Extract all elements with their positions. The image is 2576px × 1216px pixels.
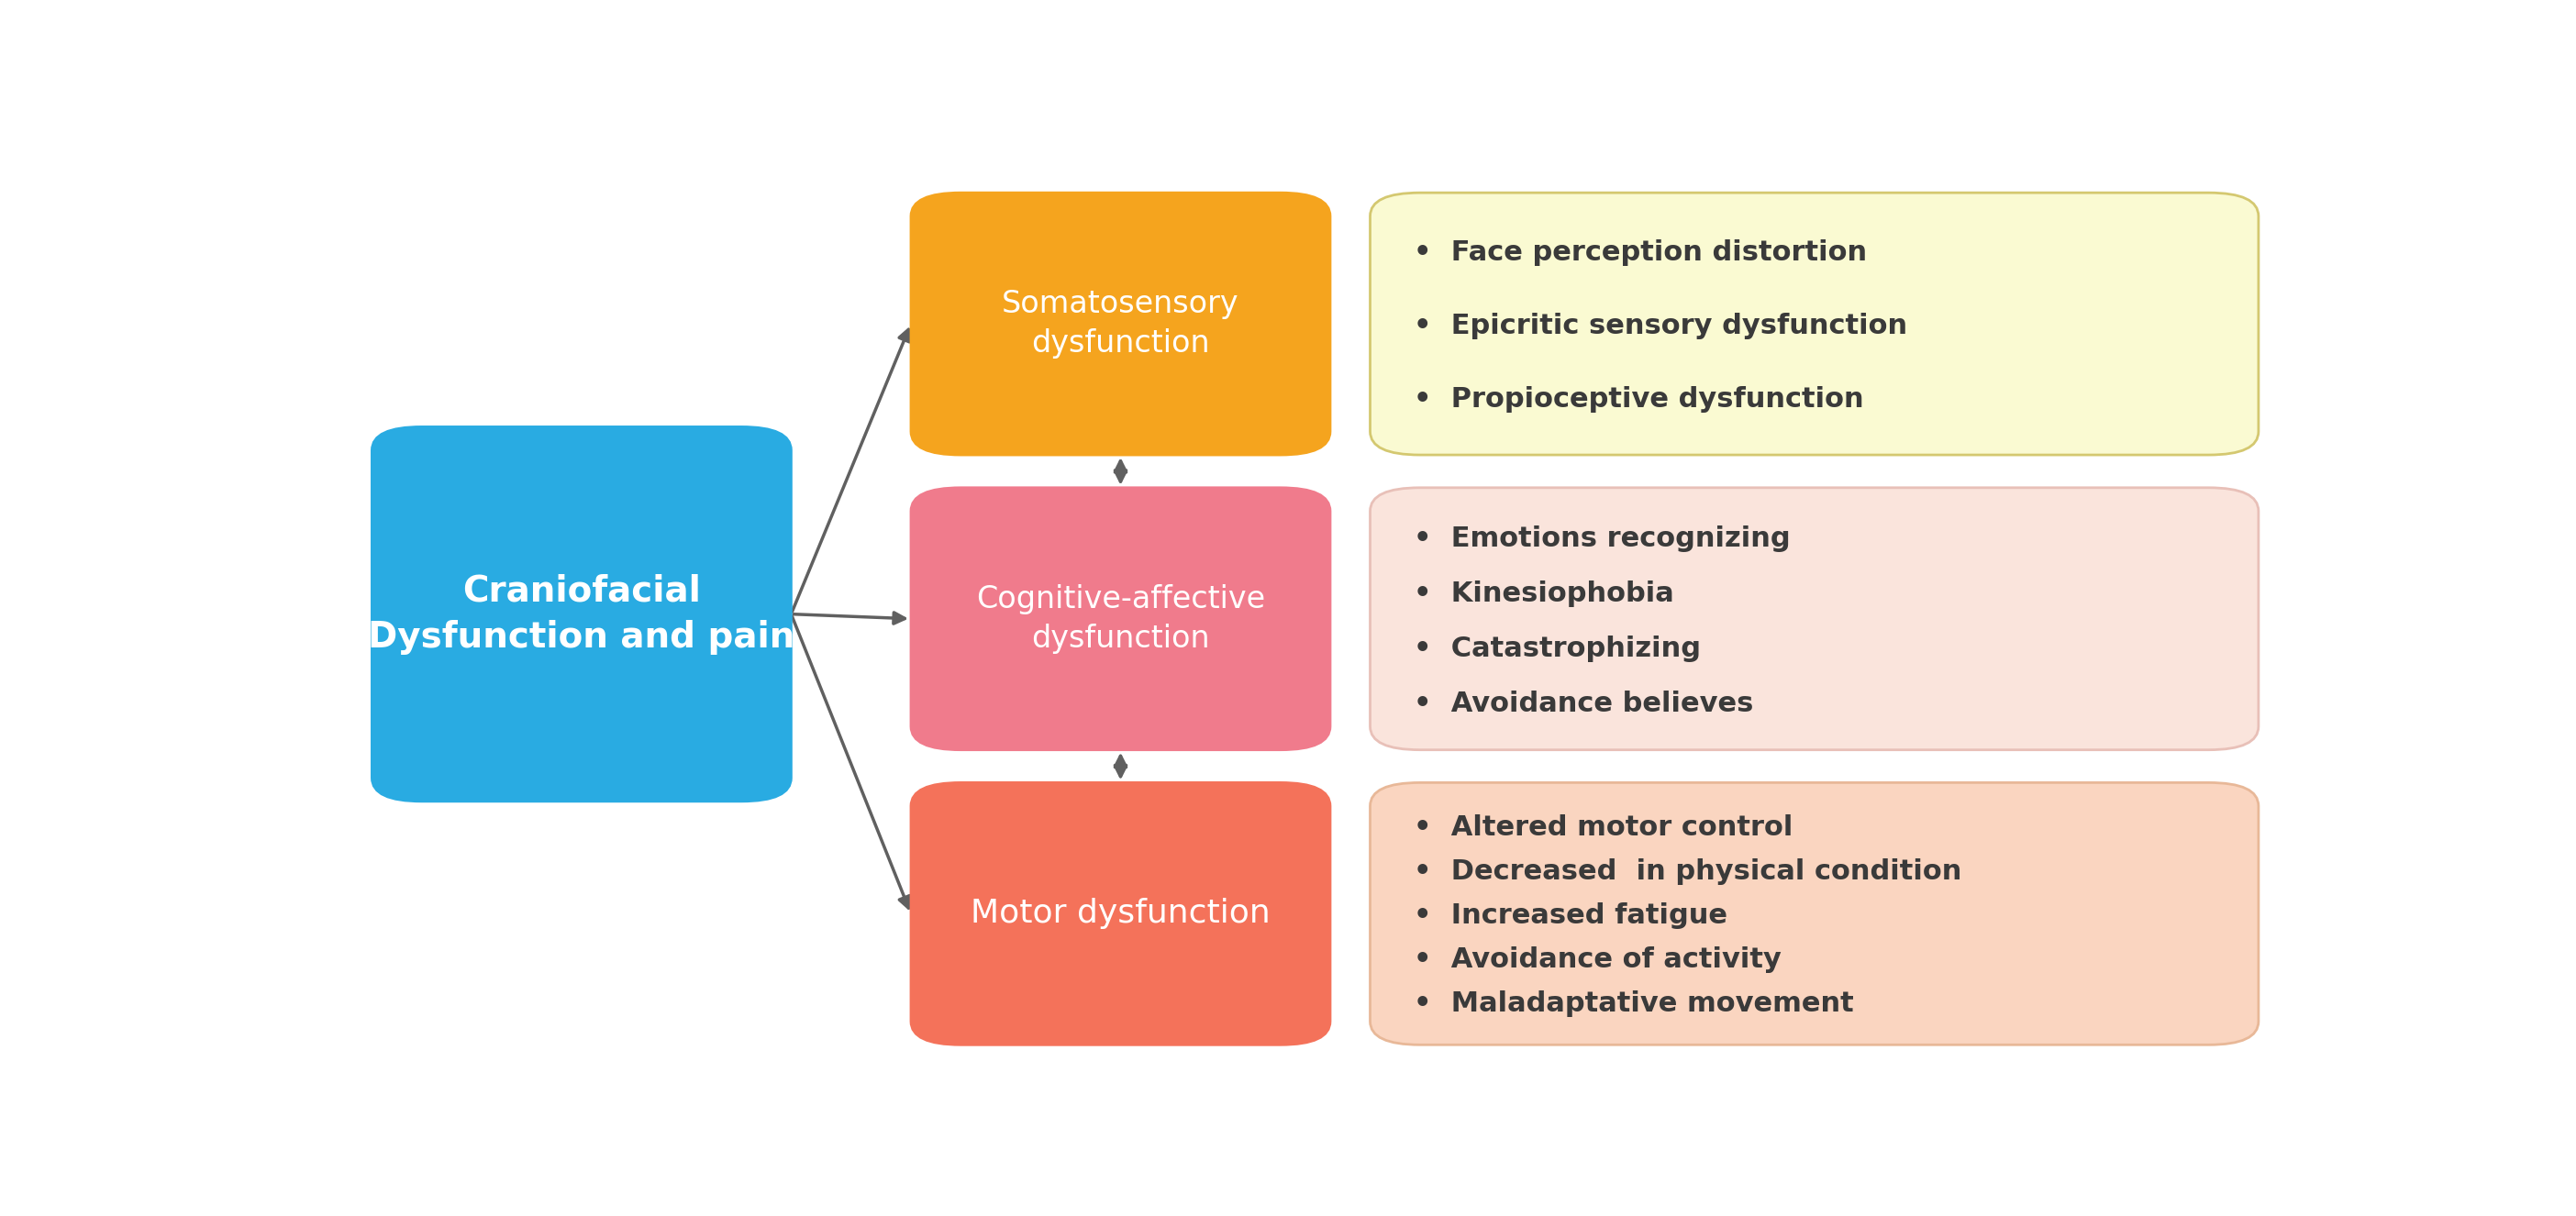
Text: •  Decreased  in physical condition: • Decreased in physical condition bbox=[1414, 858, 1963, 885]
FancyBboxPatch shape bbox=[371, 427, 791, 801]
Text: •  Emotions recognizing: • Emotions recognizing bbox=[1414, 525, 1790, 552]
FancyBboxPatch shape bbox=[1370, 488, 2259, 750]
FancyBboxPatch shape bbox=[912, 488, 1329, 750]
Text: •  Face perception distortion: • Face perception distortion bbox=[1414, 240, 1868, 266]
Text: Somatosensory
dysfunction: Somatosensory dysfunction bbox=[1002, 288, 1239, 359]
Text: •  Avoidance of activity: • Avoidance of activity bbox=[1414, 947, 1783, 973]
Text: •  Maladaptative movement: • Maladaptative movement bbox=[1414, 991, 1855, 1018]
Text: •  Kinesiophobia: • Kinesiophobia bbox=[1414, 580, 1674, 607]
Text: •  Epicritic sensory dysfunction: • Epicritic sensory dysfunction bbox=[1414, 313, 1909, 339]
Text: Motor dysfunction: Motor dysfunction bbox=[971, 899, 1270, 929]
FancyBboxPatch shape bbox=[1370, 783, 2259, 1045]
FancyBboxPatch shape bbox=[1370, 192, 2259, 455]
FancyBboxPatch shape bbox=[912, 783, 1329, 1045]
Text: •  Avoidance believes: • Avoidance believes bbox=[1414, 691, 1754, 717]
Text: Craniofacial
Dysfunction and pain: Craniofacial Dysfunction and pain bbox=[368, 574, 796, 654]
Text: •  Catastrophizing: • Catastrophizing bbox=[1414, 635, 1700, 662]
Text: •  Increased fatigue: • Increased fatigue bbox=[1414, 902, 1728, 929]
Text: •  Propioceptive dysfunction: • Propioceptive dysfunction bbox=[1414, 387, 1865, 412]
Text: •  Altered motor control: • Altered motor control bbox=[1414, 815, 1793, 841]
Text: Cognitive-affective
dysfunction: Cognitive-affective dysfunction bbox=[976, 584, 1265, 654]
FancyBboxPatch shape bbox=[912, 192, 1329, 455]
